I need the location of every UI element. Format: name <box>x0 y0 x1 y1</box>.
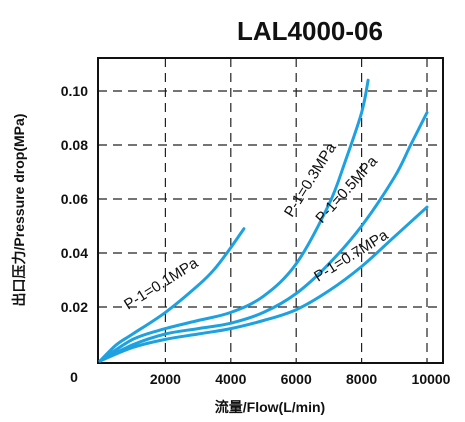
series-line-1 <box>98 227 246 363</box>
x-tick-label: 0 <box>70 369 78 385</box>
y-tick-label: 0.04 <box>61 245 88 261</box>
y-tick-label: 0.08 <box>61 137 88 153</box>
series-line-3 <box>98 111 429 363</box>
y-axis-label: 出口压力/Pressure drop(MPa) <box>11 114 27 307</box>
x-tick-label: 10000 <box>412 371 451 387</box>
x-tick-label: 8000 <box>346 371 377 387</box>
x-tick-label: 2000 <box>150 371 181 387</box>
tick-labels: 0 2000 4000 6000 8000 10000 0.02 0.04 0.06 0.08 0.… <box>61 83 451 387</box>
series-label-1: P-1=0.1MPa <box>121 254 202 313</box>
series-line-4 <box>98 205 429 363</box>
series-line-2 <box>98 78 370 363</box>
series-lines <box>98 78 429 363</box>
y-tick-label: 0.06 <box>61 191 88 207</box>
x-axis-label: 流量/Flow(L/min) <box>215 399 325 415</box>
x-tick-label: 6000 <box>281 371 312 387</box>
plot-frame <box>97 57 444 364</box>
y-tick-label: 0.02 <box>61 299 88 315</box>
chart-title: LAL4000-06 <box>237 16 383 46</box>
x-tick-label: 4000 <box>215 371 246 387</box>
y-tick-label: 0.10 <box>61 83 88 99</box>
